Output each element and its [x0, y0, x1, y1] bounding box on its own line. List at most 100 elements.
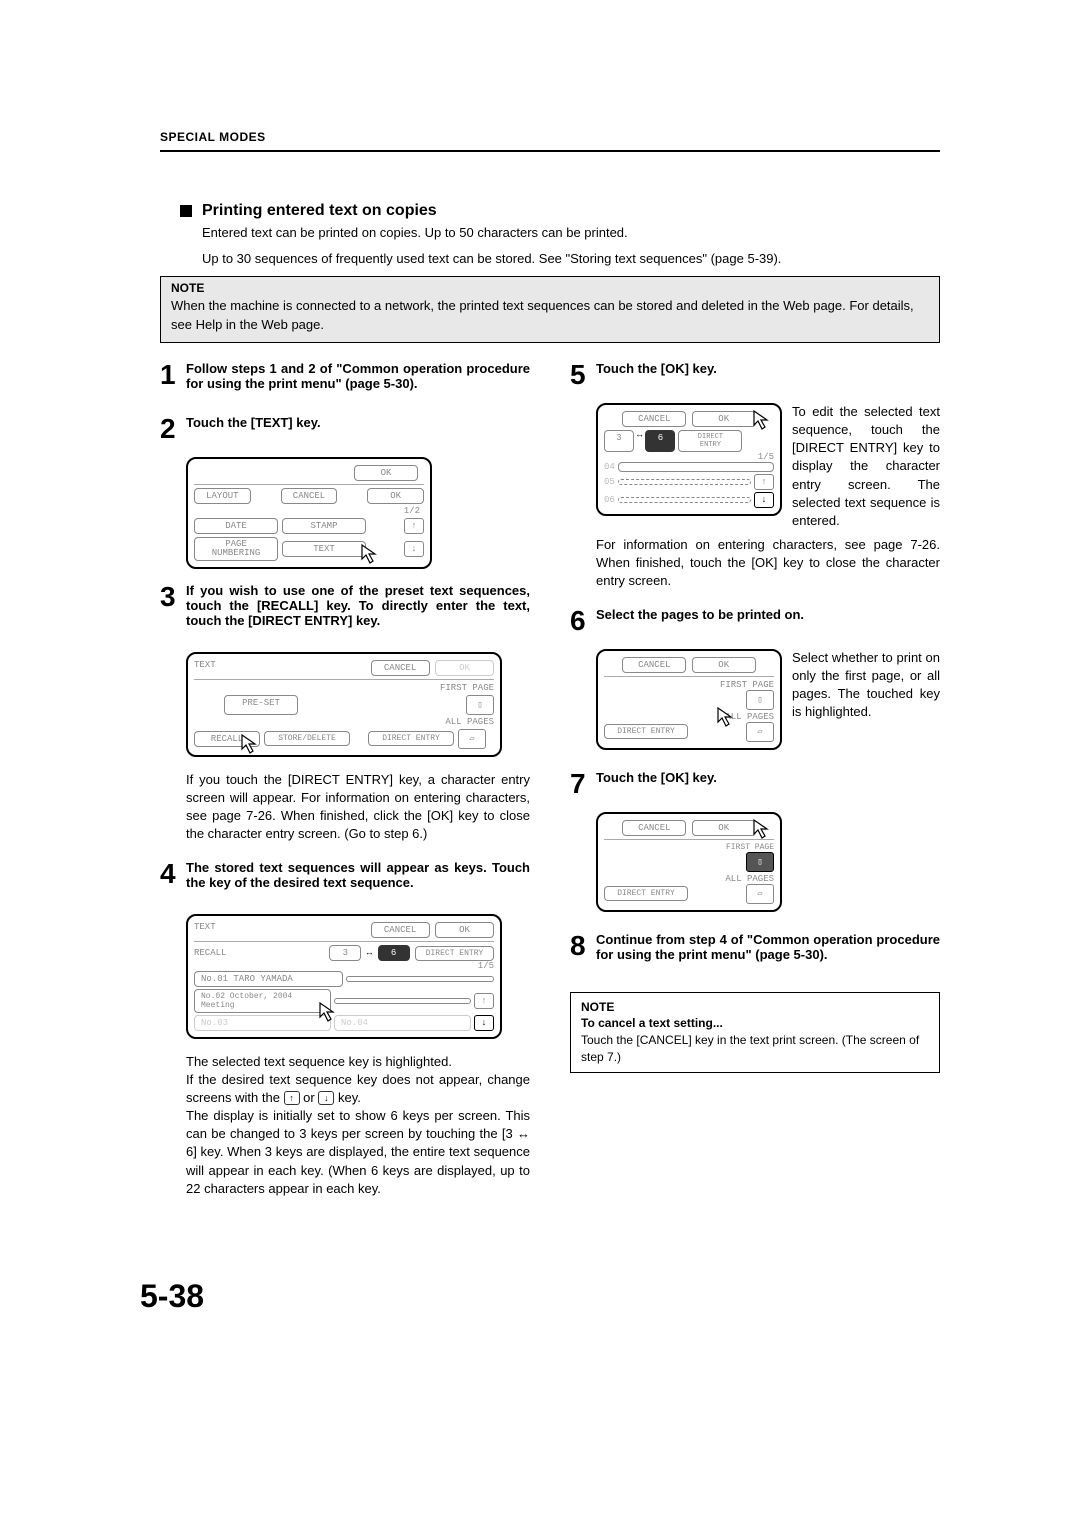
ok-button: OK [435, 660, 494, 676]
lcd-panel-step5: CANCEL OK 3 ↔ 6 DIRECTENTRY 1/5 04 [596, 403, 782, 516]
section-title: Printing entered text on copies [202, 202, 437, 220]
cursor-icon [752, 818, 774, 840]
step-3-after: If you touch the [DIRECT ENTRY] key, a c… [186, 771, 530, 844]
cursor-icon [752, 409, 774, 431]
direct-entry-button: DIRECT ENTRY [604, 886, 688, 901]
direct-entry-button: DIRECT ENTRY [604, 724, 688, 739]
step-2-text: Touch the [TEXT] key. [186, 415, 530, 430]
row-04: 04 [604, 462, 615, 472]
note-box-bottom: NOTE To cancel a text setting... Touch t… [570, 992, 940, 1073]
stack-icon: ▱ [746, 884, 774, 904]
lcd-panel-step7: CANCEL OK FIRST PAGE ▯ ALL PAGES DIRECT … [596, 812, 782, 912]
list-item: No.03 [194, 1015, 331, 1031]
step-5-text: Touch the [OK] key. [596, 361, 940, 376]
cursor-icon [360, 543, 382, 565]
direct-entry-button: DIRECT ENTRY [368, 731, 454, 746]
ok-button: OK [692, 411, 756, 427]
note-body: When the machine is connected to a netwo… [171, 297, 929, 333]
down-arrow-icon: ↓ [474, 1015, 494, 1031]
portrait-icon: ▯ [746, 690, 774, 710]
step-7-text: Touch the [OK] key. [596, 770, 940, 785]
step-8-text: Continue from step 4 of "Common operatio… [596, 932, 940, 962]
first-page-label: FIRST PAGE [194, 683, 494, 693]
step-2-num: 2 [160, 415, 186, 443]
step-4-after2: If the desired text sequence key does no… [186, 1071, 530, 1107]
down-arrow-key-icon: ↓ [318, 1091, 334, 1105]
step-6-num: 6 [570, 607, 596, 635]
step-1-num: 1 [160, 361, 186, 401]
cancel-button: CANCEL [371, 660, 430, 676]
cursor-icon [240, 733, 262, 755]
all-pages-label: ALL PAGES [604, 712, 774, 722]
down-arrow-icon: ↓ [404, 541, 424, 557]
ok-button: OK [354, 465, 418, 481]
recall-label: RECALL [194, 948, 226, 958]
first-page-label: FIRST PAGE [604, 680, 774, 690]
three-button: 3 [329, 945, 361, 961]
cancel-button: CANCEL [371, 922, 430, 938]
cursor-icon [318, 1001, 340, 1023]
three-button: 3 [604, 430, 634, 452]
note-title: NOTE [171, 281, 929, 295]
step-3-text: If you wish to use one of the preset tex… [186, 583, 530, 628]
page-indicator: 1/5 [604, 452, 774, 462]
cancel-button: CANCEL [622, 657, 686, 673]
direct-entry-button: DIRECT ENTRY [415, 946, 494, 961]
page-number: 5-38 [140, 1278, 940, 1315]
ok-button: OK [692, 820, 756, 836]
six-button: 6 [378, 945, 410, 961]
up-arrow-key-icon: ↑ [284, 1091, 300, 1105]
ok-button: OK [435, 922, 494, 938]
step-4-after1: The selected text sequence key is highli… [186, 1053, 530, 1071]
list-item: No.02 October, 2004 Meeting [194, 989, 331, 1013]
date-button: DATE [194, 518, 278, 534]
six-button: 6 [645, 430, 675, 452]
text-button: TEXT [282, 541, 366, 557]
step-5-after: For information on entering characters, … [596, 536, 940, 591]
step-6-beside: Select whether to print on only the firs… [792, 649, 940, 722]
ok-button: OK [367, 488, 424, 504]
note-box-top: NOTE When the machine is connected to a … [160, 276, 940, 342]
page-indicator: 1/5 [194, 961, 494, 971]
step-7-num: 7 [570, 770, 596, 798]
intro-line-2: Up to 30 sequences of frequently used te… [202, 250, 940, 268]
note-title: NOTE [581, 999, 929, 1016]
note-subtitle: To cancel a text setting... [581, 1015, 929, 1032]
up-arrow-icon: ↑ [404, 518, 424, 534]
row-06: 06 [604, 495, 615, 505]
cancel-button: CANCEL [281, 488, 338, 504]
text-label: TEXT [194, 660, 216, 676]
step-4-text: The stored text sequences will appear as… [186, 860, 530, 890]
intro-line-1: Entered text can be printed on copies. U… [202, 224, 940, 242]
bullet-square [180, 205, 192, 217]
stack-icon: ▱ [458, 729, 486, 749]
text-label: TEXT [194, 922, 216, 938]
step-4-after3: The display is initially set to show 6 k… [186, 1107, 530, 1198]
lcd-panel-step3: TEXT CANCEL OK FIRST PAGE PRE-SET ▯ ALL … [186, 652, 502, 757]
up-arrow-icon: ↑ [754, 474, 774, 490]
lcd-panel-step6: CANCEL OK FIRST PAGE ▯ ALL PAGES DIRECT … [596, 649, 782, 750]
step-4-num: 4 [160, 860, 186, 900]
lcd-panel-step4: TEXT CANCEL OK RECALL 3 ↔ 6 DIRE [186, 914, 502, 1039]
up-arrow-icon: ↑ [474, 993, 494, 1009]
cancel-button: CANCEL [622, 411, 686, 427]
store-delete-button: STORE/DELETE [264, 731, 350, 746]
step-5-beside: To edit the selected text sequence, touc… [792, 403, 940, 530]
stack-icon: ▱ [746, 722, 774, 742]
step-6-text: Select the pages to be printed on. [596, 607, 940, 622]
stamp-button: STAMP [282, 518, 366, 534]
header-rule [160, 150, 940, 152]
step-5-num: 5 [570, 361, 596, 389]
note-body: Touch the [CANCEL] key in the text print… [581, 1032, 929, 1066]
down-arrow-icon: ↓ [754, 492, 774, 508]
ok-button: OK [692, 657, 756, 673]
row-05: 05 [604, 477, 615, 487]
list-item: No.04 [334, 1015, 471, 1031]
all-pages-label: ALL PAGES [604, 874, 774, 884]
portrait-icon-selected: ▯ [746, 852, 774, 872]
all-pages-label: ALL PAGES [194, 717, 494, 727]
step-8-num: 8 [570, 932, 596, 972]
page-indicator: 1/2 [198, 506, 420, 516]
lcd-panel-step2: OK LAYOUT CANCEL OK 1/2 DATE STAMP ↑ [186, 457, 432, 569]
step-1-text: Follow steps 1 and 2 of "Common operatio… [186, 361, 530, 391]
